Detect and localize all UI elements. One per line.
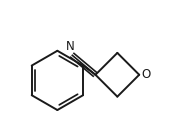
Text: N: N (66, 40, 75, 53)
Text: O: O (141, 68, 150, 81)
